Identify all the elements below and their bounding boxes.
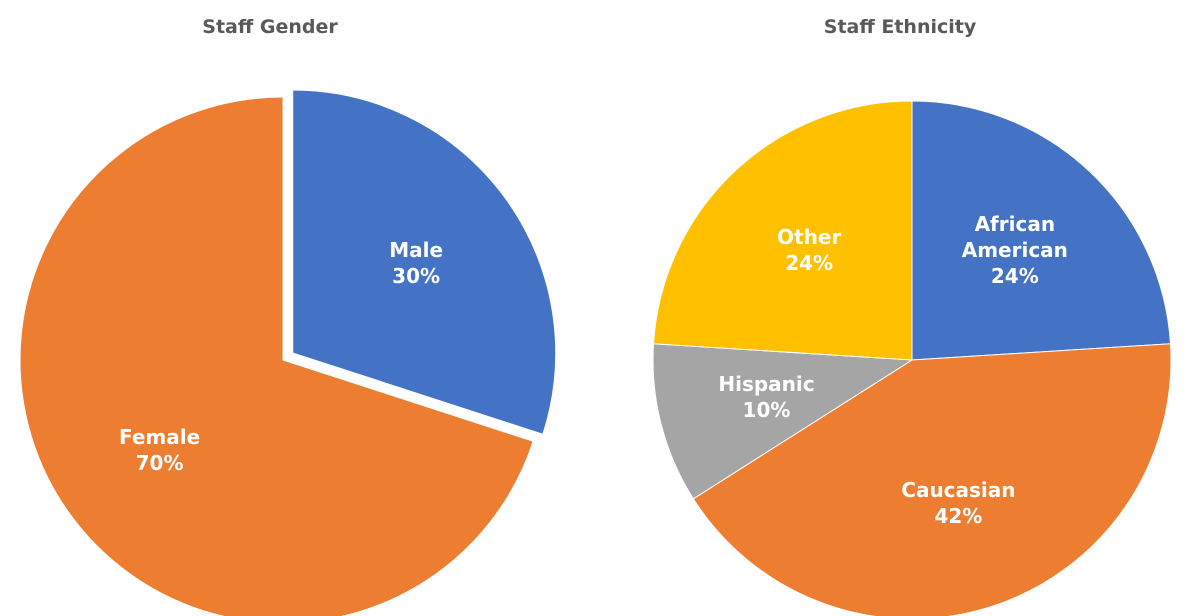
category-label: African American	[961, 212, 1068, 263]
value-label: 30%	[392, 264, 441, 289]
pie-slice	[19, 96, 534, 616]
chart-title: Staff Ethnicity	[823, 16, 977, 38]
chart-title: Staff Gender	[202, 16, 338, 38]
pie-slice	[292, 89, 557, 435]
slice-label: Male 30%	[341, 237, 491, 289]
slice-label: Other 24%	[734, 224, 884, 276]
pie-slice	[652, 343, 914, 500]
slice-label: Female 70%	[85, 424, 235, 476]
pie-slice	[652, 100, 913, 361]
pie-slice	[692, 343, 1172, 616]
value-label: 10%	[742, 398, 791, 423]
category-label: Female	[118, 424, 201, 449]
slice-label: African American 24%	[940, 211, 1090, 289]
value-label: 70%	[135, 450, 184, 475]
value-label: 24%	[785, 251, 834, 276]
value-label: 24%	[990, 264, 1039, 289]
slice-label: Caucasian 42%	[883, 477, 1033, 529]
value-label: 42%	[934, 503, 983, 528]
slice-label: Hispanic 10%	[691, 371, 841, 423]
category-label: Other	[777, 225, 842, 250]
category-label: Hispanic	[718, 372, 815, 397]
category-label: Caucasian	[901, 477, 1016, 502]
pie-slice	[911, 100, 1172, 361]
category-label: Male	[389, 238, 444, 263]
